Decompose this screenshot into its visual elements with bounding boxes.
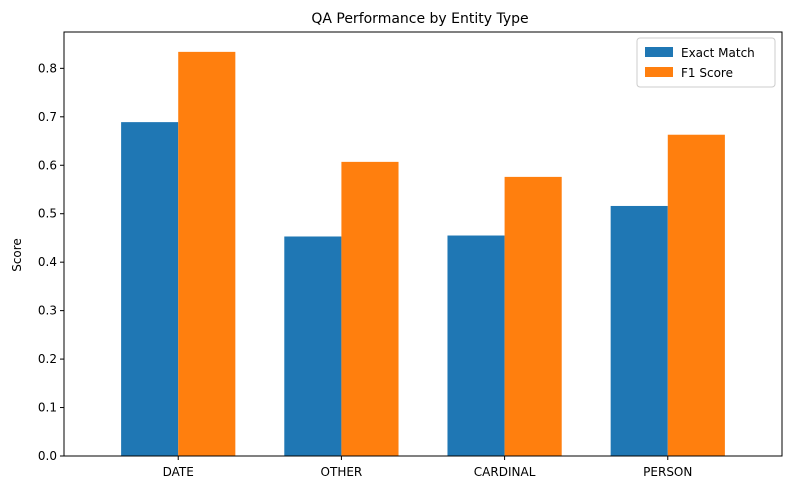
y-tick-label: 0.7 [38, 110, 57, 124]
x-tick-label: OTHER [321, 465, 363, 479]
legend-label: Exact Match [681, 46, 755, 60]
y-tick-label: 0.2 [38, 352, 57, 366]
y-axis-ticks: 0.0 0.1 0.2 0.3 0.4 0.5 0.6 0.7 0.8 [38, 61, 64, 463]
legend-swatch-exact-match [645, 47, 673, 57]
x-tick-label: DATE [163, 465, 194, 479]
legend: Exact Match F1 Score [636, 37, 776, 88]
bar-exact-match-cardinal [447, 235, 505, 456]
legend-swatch-f1-score [645, 67, 673, 77]
bar-f1-score-date [178, 51, 236, 456]
bar-exact-match-other [284, 236, 342, 456]
plot-area-frame [63, 31, 783, 457]
bar-exact-match-date [121, 122, 179, 457]
y-tick-label: 0.1 [38, 401, 57, 415]
x-axis-ticks: DATE OTHER CARDINAL PERSON [163, 456, 692, 479]
bars-group [121, 51, 725, 457]
bar-f1-score-other [341, 161, 399, 456]
y-tick-label: 0.4 [38, 255, 57, 269]
y-tick-label: 0.6 [38, 158, 57, 172]
y-tick-label: 0.8 [38, 61, 57, 75]
chart-title: QA Performance by Entity Type [311, 11, 528, 27]
y-tick-label: 0.5 [38, 207, 57, 221]
y-tick-label: 0.3 [38, 304, 57, 318]
x-tick-label: CARDINAL [474, 465, 536, 479]
bar-f1-score-person [667, 134, 725, 457]
y-axis-label: Score [10, 238, 24, 272]
bar-f1-score-cardinal [504, 176, 562, 457]
y-tick-label: 0.0 [38, 449, 57, 463]
legend-label: F1 Score [681, 66, 733, 80]
x-tick-label: PERSON [643, 465, 692, 479]
bar-exact-match-person [610, 205, 668, 456]
